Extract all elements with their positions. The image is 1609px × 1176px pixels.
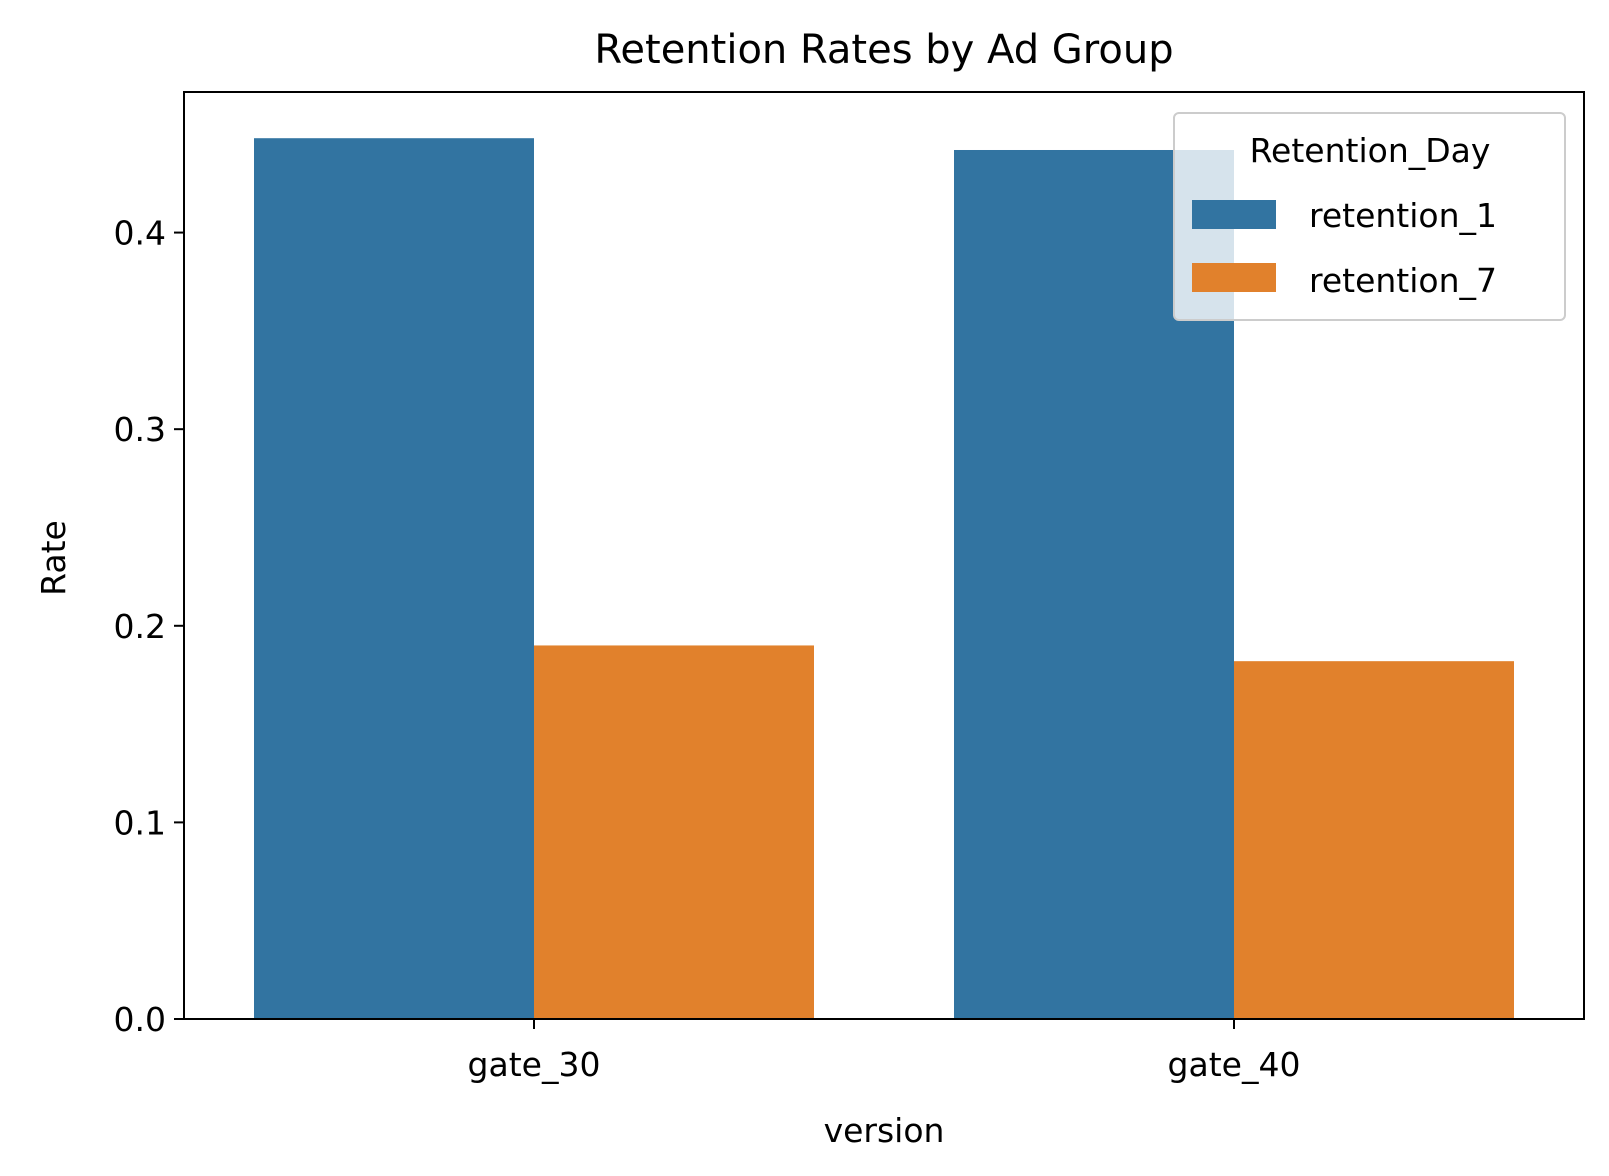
y-axis: 0.0 0.1 0.2 0.3 0.4 (114, 214, 184, 1039)
legend-label-retention-7: retention_7 (1309, 261, 1497, 300)
y-tick-label: 0.0 (114, 1000, 166, 1039)
bar-retention-7-gate-40 (1234, 661, 1514, 1019)
plot-frame (183, 91, 1585, 1020)
bar-retention-1-gate-30 (254, 138, 534, 1020)
x-axis: gate_30 gate_40 (468, 1019, 1301, 1084)
x-tick-label: gate_40 (1168, 1045, 1301, 1084)
legend: Retention_Day retention_1 retention_7 (1173, 112, 1566, 321)
y-tick-label: 0.2 (114, 607, 166, 646)
legend-title: Retention_Day (1250, 131, 1491, 170)
x-tick-label: gate_30 (468, 1045, 601, 1084)
chart-title: Retention Rates by Ad Group (594, 27, 1173, 73)
y-tick-label: 0.4 (114, 214, 166, 253)
x-axis-label: version (824, 1111, 945, 1150)
y-tick-label: 0.1 (114, 803, 166, 842)
legend-label-retention-1: retention_1 (1309, 196, 1497, 235)
y-tick-label: 0.3 (114, 410, 166, 449)
legend-swatch-retention-7 (1192, 263, 1276, 292)
bar-retention-7-gate-30 (534, 645, 814, 1019)
legend-swatch-retention-1 (1192, 200, 1276, 229)
y-axis-label: Rate (34, 520, 73, 596)
